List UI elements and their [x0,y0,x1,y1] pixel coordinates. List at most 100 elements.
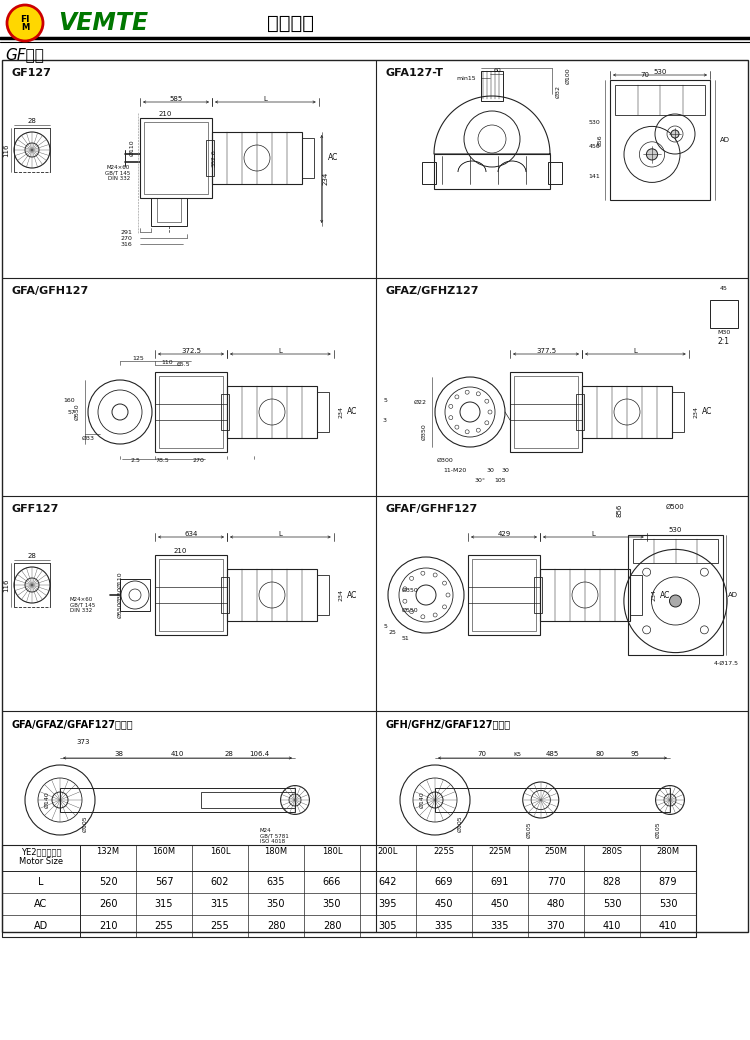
Text: 234: 234 [338,406,344,418]
Text: L: L [592,531,596,537]
Bar [120,579,150,610]
Text: Ø300: Ø300 [436,458,453,463]
Text: GFAZ/GFHZ127: GFAZ/GFHZ127 [385,286,478,296]
Text: 255: 255 [154,921,173,931]
Text: Ø105: Ø105 [656,822,661,838]
Bar [157,198,181,222]
Bar [60,788,295,812]
Text: L: L [263,96,267,102]
Text: 116: 116 [3,578,9,592]
Bar [540,569,630,621]
Text: 5: 5 [383,624,387,629]
Text: 132M: 132M [97,847,119,856]
Bar [151,198,187,226]
Bar [576,394,584,431]
Text: 2:1: 2:1 [718,337,730,345]
Bar [710,300,738,328]
Bar [548,162,562,184]
Text: min15: min15 [456,76,476,80]
Text: 635: 635 [267,877,285,887]
Text: 602: 602 [211,877,230,887]
Text: M: M [21,24,29,32]
Text: 210: 210 [173,548,187,554]
Bar [2,60,748,932]
Text: 530: 530 [653,69,667,75]
Text: 530: 530 [658,899,677,909]
Bar [155,372,227,452]
Text: L: L [278,348,282,354]
Text: Ø350: Ø350 [118,587,122,603]
Text: 180L: 180L [322,847,342,856]
Text: GFH/GFHZ/GFAF127输出轴: GFH/GFHZ/GFAF127输出轴 [385,719,510,729]
Bar [302,138,313,178]
Text: 30: 30 [501,468,509,472]
Bar [212,132,302,184]
Text: Ø550: Ø550 [74,404,80,420]
Text: 585: 585 [170,96,183,102]
Text: 200L: 200L [378,847,398,856]
Text: 372.5: 372.5 [181,348,201,354]
Bar [206,139,214,176]
Text: 280: 280 [322,921,341,931]
Text: 25: 25 [388,630,396,635]
Text: 410: 410 [171,751,184,757]
Text: 530: 530 [603,899,621,909]
Text: AC: AC [328,154,338,162]
Bar [514,376,578,448]
Text: M24×60
GB/T 145
DIN 332: M24×60 GB/T 145 DIN 332 [105,164,130,181]
Text: Ø110: Ø110 [130,139,134,156]
Text: 856: 856 [598,134,602,146]
Text: 315: 315 [211,899,230,909]
Text: K5: K5 [513,752,521,756]
Text: 260: 260 [99,899,117,909]
Bar [317,392,328,432]
Bar [481,71,503,101]
Text: 234: 234 [322,172,328,185]
Text: Ø550: Ø550 [118,602,122,619]
Text: 377.5: 377.5 [536,348,556,354]
Text: 5: 5 [383,397,387,402]
Text: 234: 234 [651,589,656,601]
Text: GFF127: GFF127 [12,504,59,514]
Text: 70: 70 [478,751,487,757]
Text: GF系列: GF系列 [5,47,44,62]
Bar [435,788,670,812]
Text: AD: AD [728,592,738,598]
Text: Ø105: Ø105 [82,815,88,832]
Text: GFAF/GFHF127: GFAF/GFHF127 [385,504,477,514]
Text: Ø33: Ø33 [82,436,95,441]
Bar [422,162,436,184]
Text: 11-M20: 11-M20 [443,468,466,472]
Text: 280S: 280S [602,847,622,856]
Bar [633,539,718,563]
Text: L: L [38,877,44,887]
Bar [510,372,582,452]
Text: L: L [278,531,282,537]
Text: 110: 110 [161,360,173,364]
Text: 160M: 160M [152,847,176,856]
Text: 80: 80 [595,751,604,757]
Text: 51: 51 [401,636,409,642]
Text: 270: 270 [120,235,132,240]
Text: 879: 879 [658,877,677,887]
Text: Ø32: Ø32 [556,84,560,98]
Text: AC: AC [34,899,48,909]
Text: 856: 856 [617,504,623,517]
Text: 485: 485 [546,751,559,757]
Text: 350: 350 [267,899,285,909]
Text: 255: 255 [211,921,230,931]
Text: Ø500: Ø500 [666,504,685,510]
Bar [155,555,227,635]
Text: AD: AD [720,137,730,142]
Text: 105: 105 [494,477,506,483]
Text: 450: 450 [435,899,453,909]
Text: 225S: 225S [433,847,454,856]
Text: GFA/GFH127: GFA/GFH127 [12,286,89,296]
Text: AC: AC [346,591,357,599]
Text: 38: 38 [114,751,123,757]
Text: 4-Ø17.5: 4-Ø17.5 [713,660,739,666]
Text: 530: 530 [588,120,600,125]
Text: 60: 60 [494,69,501,74]
Text: 28: 28 [28,118,37,124]
Text: 335: 335 [435,921,453,931]
